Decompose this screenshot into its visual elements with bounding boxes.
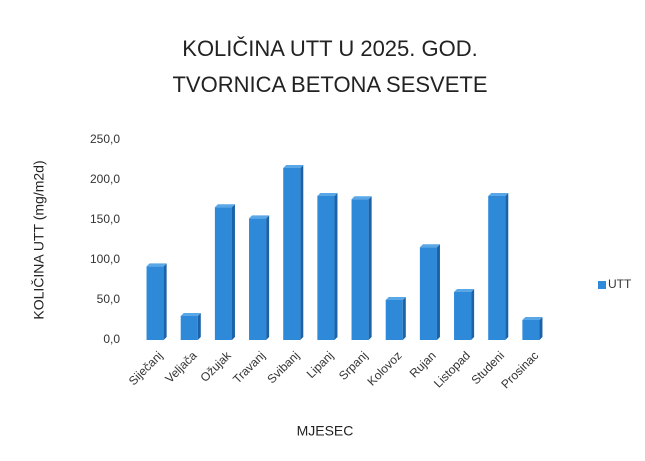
legend-swatch [598,281,606,289]
chart-subtitle: TVORNICA BETONA SESVETE [172,72,487,97]
bar-top [317,193,338,196]
bar-top [351,196,372,200]
bar-top [419,244,440,248]
bar-side [266,215,270,340]
y-tick-label: 150,0 [90,212,120,226]
x-tick-label: Rujan [407,348,439,380]
bar-side [471,289,475,340]
bar-top [454,289,475,292]
y-tick-label: 250,0 [90,132,120,146]
x-tick-label: Travanj [230,348,268,386]
x-tick-label: Siječanj [126,348,166,388]
x-axis-title: MJESEC [297,423,354,439]
bar [317,196,335,340]
y-tick-label: 50,0 [97,292,121,306]
bar [214,207,232,340]
bar-side [334,193,338,340]
bar-side [402,297,406,340]
bar [522,320,540,340]
y-axis-title: KOLIČINA UTT (mg/m2d) [31,160,47,319]
x-tick-label: Kolovoz [365,348,405,388]
y-tick-label: 200,0 [90,172,120,186]
bar [180,316,198,340]
x-tick-label: Prosinac [498,348,541,391]
bar-side [368,196,372,340]
bar-top [283,165,304,168]
bar-side [505,193,509,340]
y-tick-label: 100,0 [90,252,120,266]
chart-title: KOLIČINA UTT U 2025. GOD. [182,36,477,61]
bar [283,168,301,340]
bar-top [522,317,543,320]
bar [351,199,369,340]
x-tick-label: Lipanj [304,348,337,381]
x-tick-label: Veljača [162,348,199,385]
bar-side [197,313,201,340]
bar-top [214,204,235,208]
bar [454,292,472,340]
bar-side [539,317,543,340]
bar-top [180,313,201,316]
bar-side [231,204,235,340]
y-tick-label: 0,0 [103,332,120,346]
bar-top [146,263,167,267]
x-tick-label: Svibanj [264,348,302,386]
bar [146,266,164,340]
bar [419,247,437,340]
bar-side [163,263,167,340]
x-tick-label: Ožujak [197,348,234,385]
bar [249,218,267,340]
bar [385,300,403,340]
bar-side [300,165,304,340]
bar-top [385,297,406,300]
bar-top [488,193,509,196]
bar-side [436,244,440,340]
bar-top [249,215,270,219]
legend-label: UTT [608,277,632,291]
bar [488,196,506,340]
x-tick-label: Listopad [431,348,473,390]
